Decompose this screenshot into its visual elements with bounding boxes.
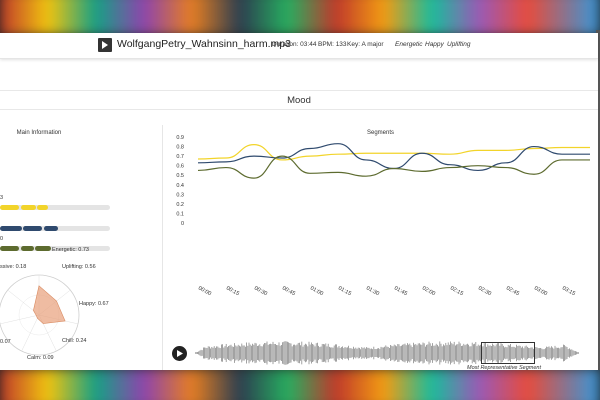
bar-segment <box>23 226 43 231</box>
y-tick-label: 0.7 <box>176 154 184 160</box>
x-tick-label: 00:30 <box>253 285 268 297</box>
mood-tag-energetic: Energetic <box>395 41 423 48</box>
duration-text: Duration: 03:44 <box>272 41 317 48</box>
radar-label-aggressive: ssive: 0.18 <box>0 264 27 270</box>
y-tick-label: 0.4 <box>176 183 184 189</box>
radar-label-uplifting: Uplifting: 0.56 <box>62 264 96 270</box>
background-right <box>596 30 600 370</box>
radar-label-calm: Calm: 0.09 <box>27 355 54 361</box>
bar-segment <box>0 246 20 251</box>
background-top <box>0 0 600 36</box>
bpm-text: BPM: 133 <box>318 41 347 48</box>
bar-track <box>0 226 110 231</box>
x-tick-label: 02:45 <box>505 285 520 297</box>
radar-axis <box>0 314 40 325</box>
x-tick-label: 02:00 <box>421 285 436 297</box>
series-line-1 <box>197 143 590 172</box>
y-tick-label: 0.9 <box>176 135 184 141</box>
bar-track <box>0 205 110 210</box>
bar-label: 0 <box>0 236 4 242</box>
bar-track <box>0 246 110 251</box>
x-tick-label: 01:15 <box>337 285 352 297</box>
main-information-title: Main Information <box>16 130 62 136</box>
bar-segment <box>0 205 20 210</box>
series-line-0 <box>197 144 590 161</box>
radar-axis <box>21 314 40 352</box>
radar-label-happy: Happy: 0.67 <box>79 301 109 307</box>
x-tick-label: 00:00 <box>197 285 212 297</box>
x-tick-label: 01:30 <box>365 285 380 297</box>
radar-label-chill: Chill: 0.24 <box>62 338 87 344</box>
section-title-mood: Mood <box>0 90 598 110</box>
y-tick-label: 0.3 <box>176 192 184 198</box>
y-tick-label: 0.1 <box>176 211 184 217</box>
x-tick-label: 01:00 <box>309 285 324 297</box>
bar-segment <box>20 246 34 251</box>
mood-radar-chart <box>0 274 80 356</box>
key-text: Key: A major <box>347 41 384 48</box>
panel-divider <box>162 125 163 370</box>
segments-line-chart: 0 0.1 0.2 0.3 0.4 0.5 0.6 0.7 0.8 0.9 <box>176 135 590 227</box>
play-icon <box>102 41 108 49</box>
x-tick-label: 00:45 <box>281 285 296 297</box>
x-tick-label: 03:30 <box>589 285 590 297</box>
mood-tag-happy: Happy <box>425 41 444 48</box>
y-tick-label: 0.2 <box>176 202 184 208</box>
x-tick-label: 00:15 <box>225 285 240 297</box>
bar-segment <box>20 205 36 210</box>
bar-label: 3 <box>0 195 4 201</box>
representative-segment-box[interactable] <box>481 342 535 364</box>
bar-segment <box>35 246 52 251</box>
header-bar: WolfgangPetry_Wahnsinn_harm.mp3 Duration… <box>0 33 598 59</box>
app-window: WolfgangPetry_Wahnsinn_harm.mp3 Duration… <box>0 33 598 371</box>
background-bottom <box>0 368 600 400</box>
bar-segment <box>44 226 58 231</box>
x-axis-ticks: 00:00 00:15 00:30 00:45 01:00 01:15 01:30 01:45… <box>197 285 590 297</box>
x-tick-label: 03:00 <box>533 285 548 297</box>
play-icon <box>177 350 183 357</box>
waveform-play-button[interactable] <box>172 346 187 361</box>
radar-label-energetic: Energetic: 0.73 <box>52 247 89 253</box>
series-line-2 <box>197 155 590 179</box>
x-tick-label: 01:45 <box>393 285 408 297</box>
x-tick-label: 03:15 <box>561 285 576 297</box>
radar-label-sad: 0.07 <box>0 339 11 345</box>
x-tick-label: 02:15 <box>449 285 464 297</box>
file-name: WolfgangPetry_Wahnsinn_harm.mp3 <box>117 38 291 50</box>
y-tick-label: 0 <box>181 221 184 227</box>
x-tick-label: 02:30 <box>477 285 492 297</box>
waveform[interactable] <box>195 338 579 368</box>
y-tick-label: 0.6 <box>176 164 184 170</box>
radar-shape <box>33 285 66 324</box>
header-play-button[interactable] <box>98 38 112 52</box>
y-tick-label: 0.5 <box>176 173 184 179</box>
bar-segment <box>37 205 48 210</box>
bar-segment <box>0 226 22 231</box>
segments-title: Segments <box>366 130 394 136</box>
representative-segment-caption: Most Representative Segment <box>467 365 541 371</box>
mood-tag-uplifting: Uplifting <box>447 41 471 48</box>
y-tick-label: 0.8 <box>176 145 184 151</box>
